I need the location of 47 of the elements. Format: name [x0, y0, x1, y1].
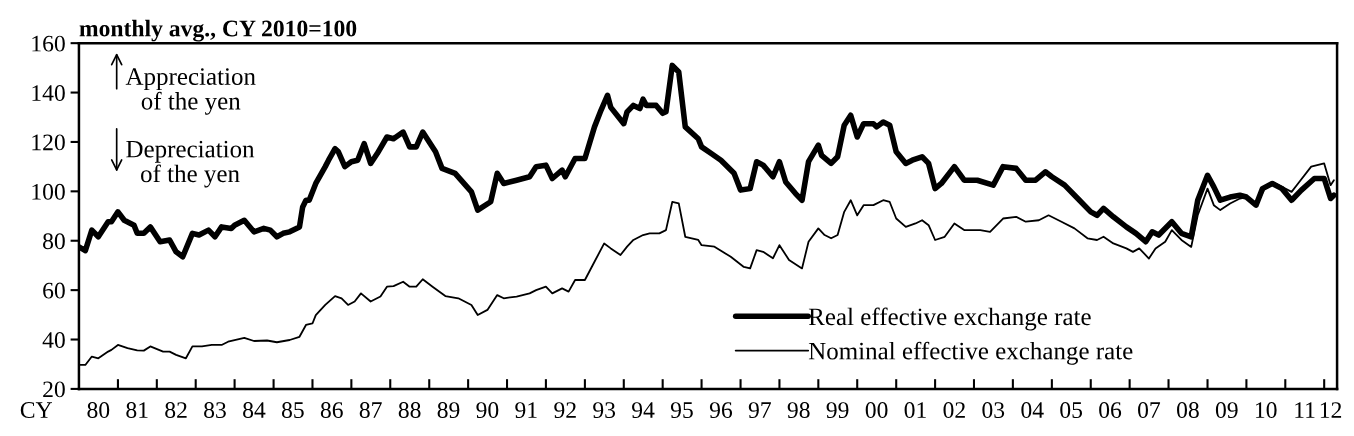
- x-tick-label: 00: [865, 402, 888, 419]
- x-tick-label: 03: [982, 402, 1005, 419]
- x-tick-label: 99: [826, 402, 849, 419]
- x-tick-label: 10: [1255, 402, 1277, 419]
- x-tick-label: 84: [243, 402, 266, 419]
- text: CY: [20, 402, 52, 418]
- x-tick-label: 91: [515, 402, 537, 419]
- x-tick-label: 92: [554, 402, 576, 419]
- y-tick-label: 20: [43, 381, 65, 398]
- x-tick-label: 01: [904, 402, 926, 419]
- annotation: Depreciation of the yen: [126, 140, 255, 188]
- y-tick-label: 160: [32, 35, 65, 52]
- x-tick-label: 80: [87, 402, 110, 419]
- x-tick-label: 12: [1320, 402, 1342, 418]
- x-tick-label: 88: [398, 402, 421, 419]
- y-tick-label: 40: [42, 332, 65, 348]
- x-tick-label: 93: [593, 402, 616, 419]
- x-tick-label: 02: [943, 402, 965, 419]
- y-tick-label: 60: [43, 282, 65, 299]
- y-tick-label: 80: [43, 233, 65, 250]
- x-tick-label: 96: [709, 402, 733, 419]
- x-tick-label: 09: [1215, 402, 1238, 419]
- x-tick-label: 94: [632, 402, 655, 419]
- x-tick-label: 86: [320, 402, 343, 419]
- y-tick-label: 120: [32, 134, 65, 151]
- x-tick-label: 90: [476, 402, 499, 419]
- x-tick-label: 82: [165, 402, 187, 419]
- x-tick-label: 07: [1138, 402, 1161, 419]
- y-tick-label: 140: [32, 85, 65, 101]
- x-tick-label: 11: [1295, 402, 1315, 418]
- x-tick-label: 98: [787, 402, 810, 419]
- legend-label: Real effective exchange rate: [808, 307, 1091, 331]
- x-tick-label: 04: [1021, 402, 1044, 419]
- x-tick-label: 87: [359, 402, 382, 419]
- legend-label: Nominal effective exchange rate: [808, 341, 1133, 365]
- y-tick-label: 100: [32, 183, 65, 200]
- chart-subtitle: monthly avg., CY 2010=100: [79, 19, 357, 42]
- x-tick-label: 97: [748, 402, 771, 419]
- x-tick-label: 83: [204, 402, 226, 419]
- x-tick-label: 08: [1177, 402, 1199, 419]
- annotation: Appreciation of the yen: [125, 68, 256, 115]
- x-tick-label: 81: [126, 402, 148, 419]
- x-tick-label: 85: [281, 402, 304, 419]
- x-tick-label: 05: [1060, 402, 1083, 419]
- x-tick-label: 06: [1099, 402, 1122, 419]
- x-tick-label: 95: [670, 402, 693, 419]
- x-tick-label: 89: [437, 402, 460, 419]
